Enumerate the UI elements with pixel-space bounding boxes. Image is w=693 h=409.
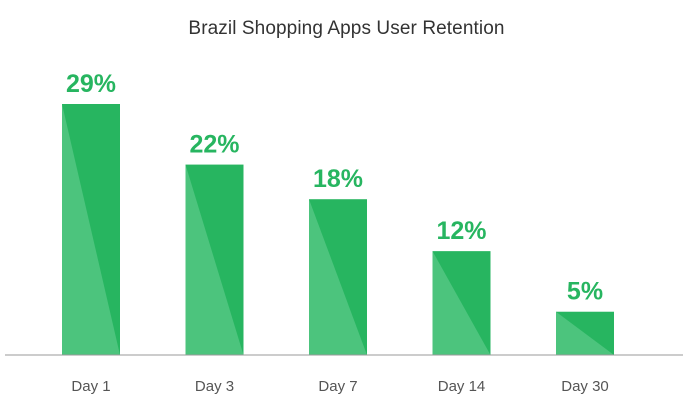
bar-shade-day-3 (185, 164, 244, 355)
value-label: 5% (567, 278, 603, 306)
x-tick-label: Day 14 (438, 378, 486, 395)
x-tick-label: Day 7 (318, 378, 357, 395)
chart-title: Brazil Shopping Apps User Retention (188, 18, 505, 39)
x-tick-label: Day 3 (195, 378, 234, 395)
x-tick-label: Day 30 (561, 378, 609, 395)
bar-shade-day-30 (556, 311, 614, 355)
value-label: 12% (436, 217, 486, 245)
bar-shade-day-14 (432, 251, 491, 355)
value-label: 29% (66, 70, 116, 98)
value-label: 18% (313, 165, 363, 193)
labels-group: 29% Day 1 22% Day 3 18% Day 7 12% Day 14 5% Day 3… (66, 70, 609, 395)
bar-shade-day-1 (62, 104, 120, 355)
bar-shade-day-7 (309, 199, 367, 355)
value-label: 22% (189, 131, 239, 159)
bars-group (62, 104, 614, 355)
x-tick-label: Day 1 (71, 378, 110, 395)
